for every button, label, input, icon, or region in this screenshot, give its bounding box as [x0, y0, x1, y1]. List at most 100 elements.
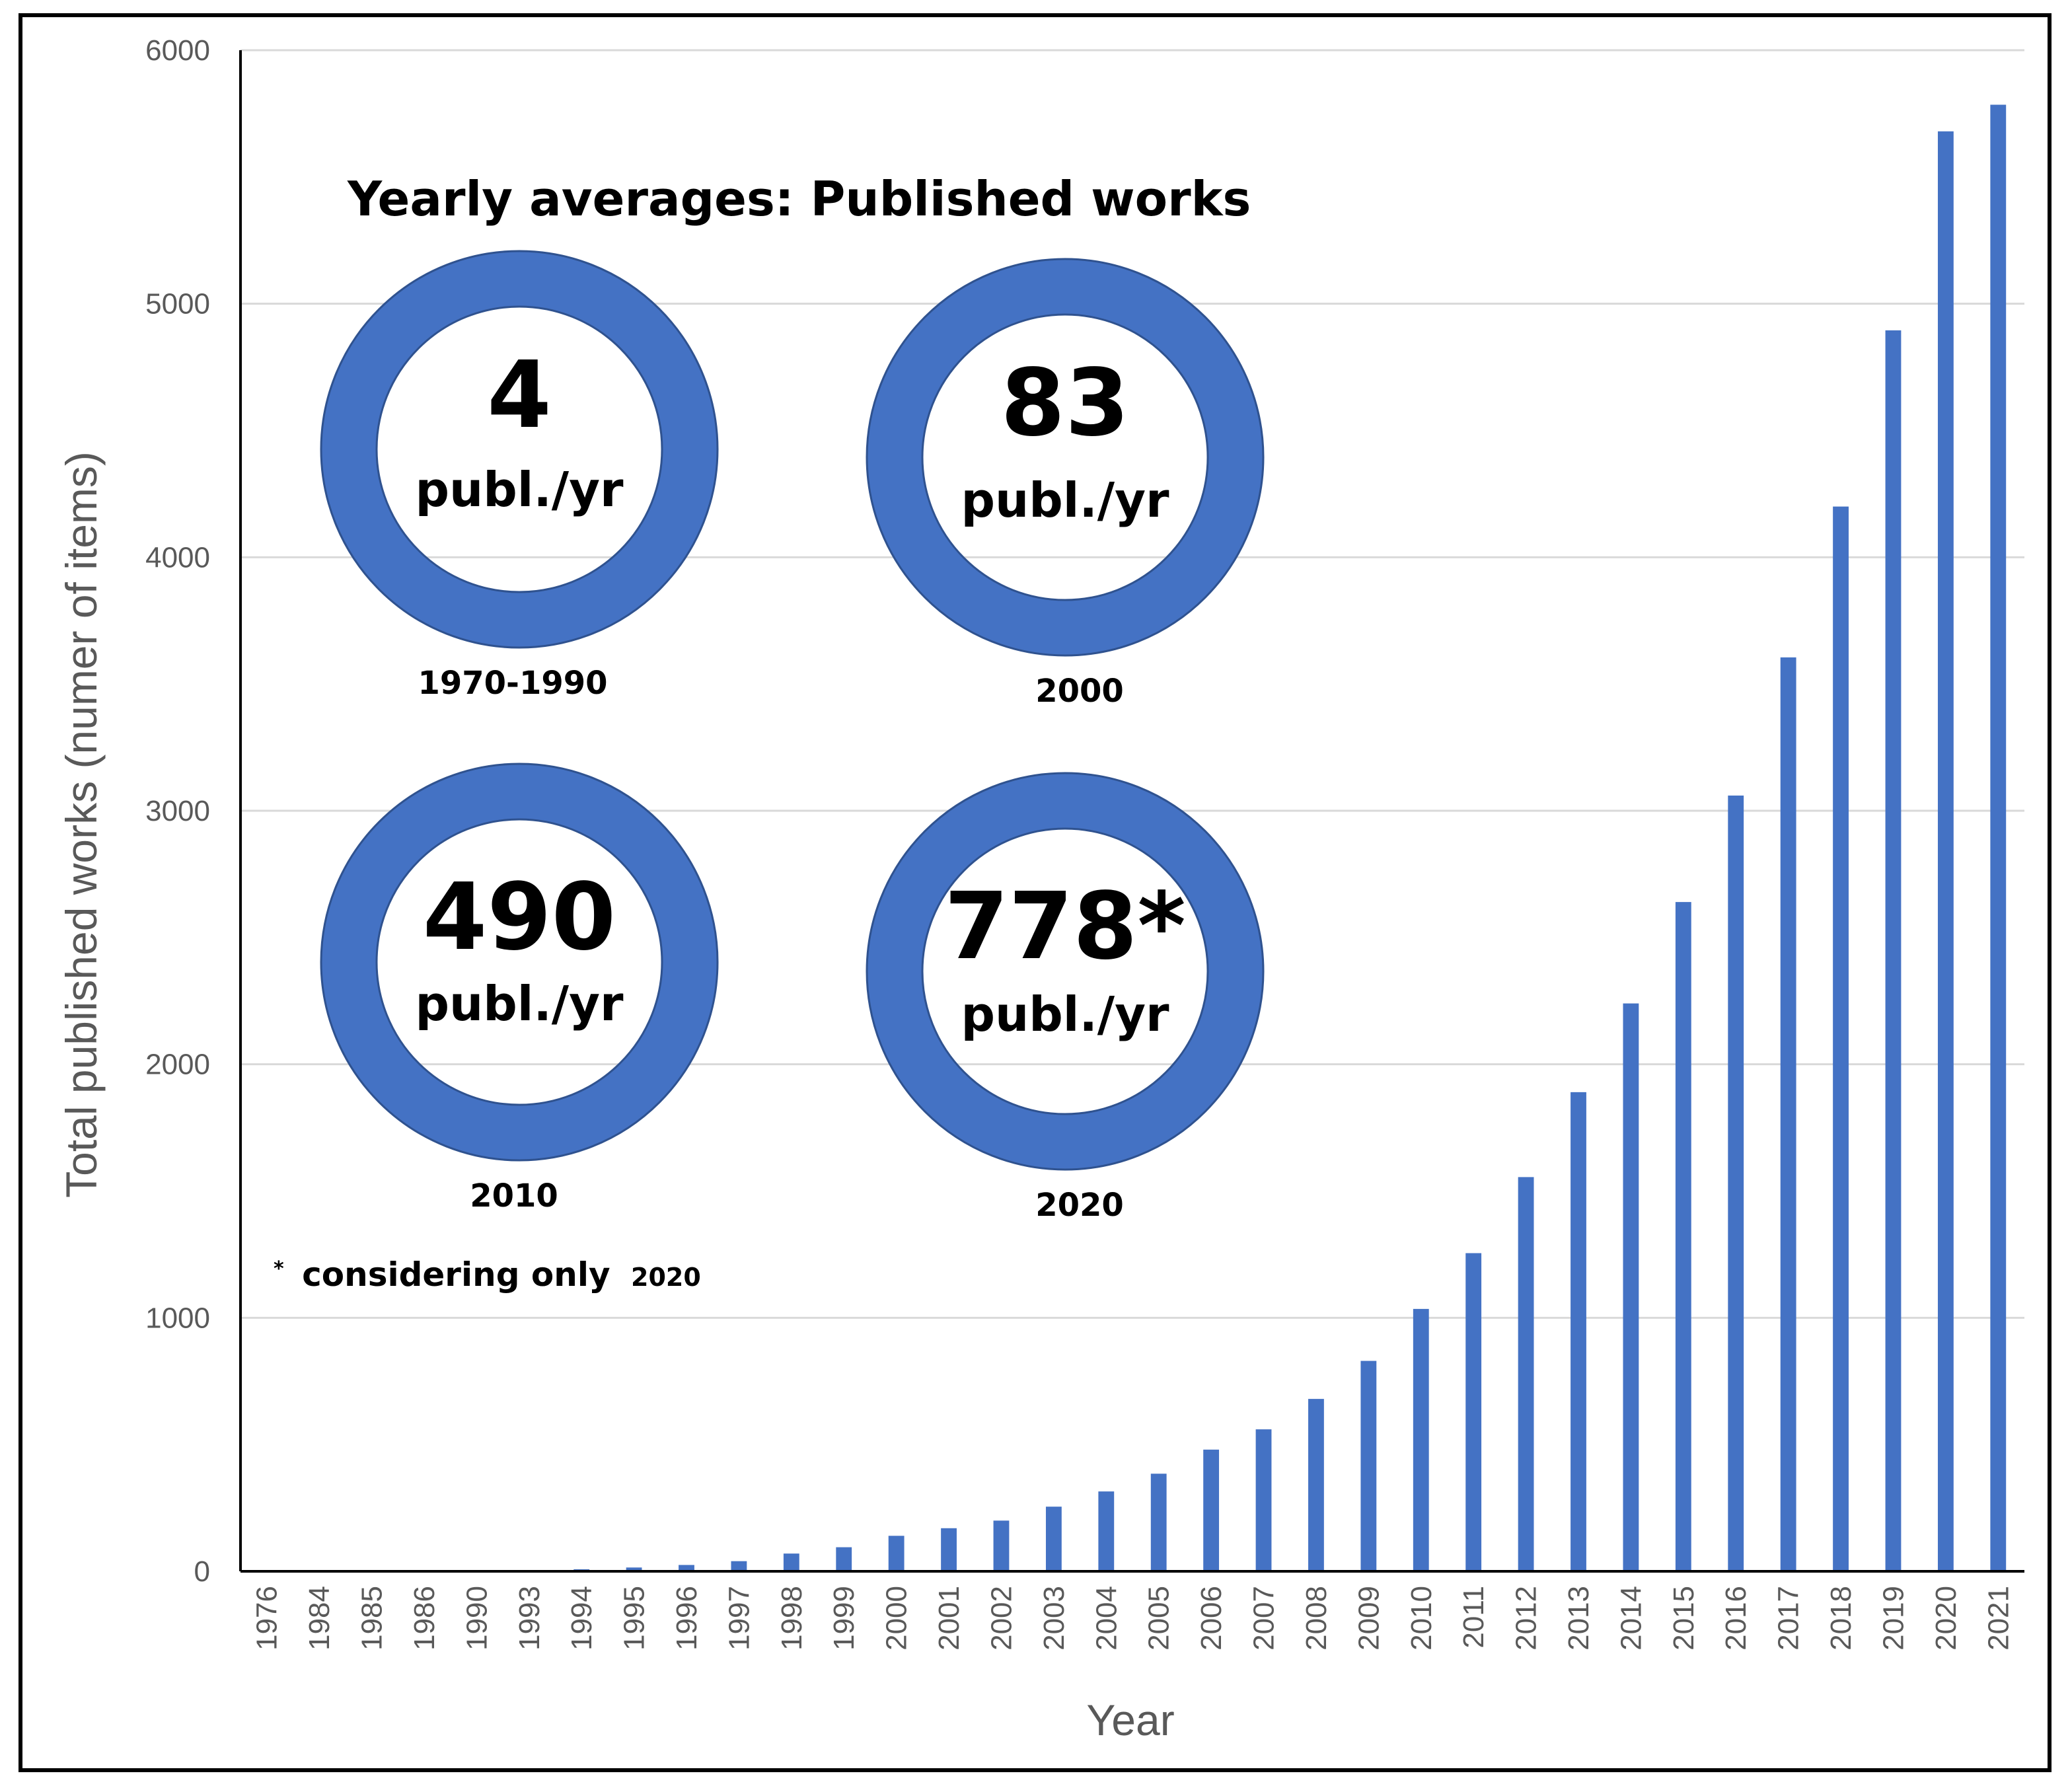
average-ring-2000: 83 publ./yr 2000 — [866, 258, 1265, 710]
bar-2010 — [1413, 1308, 1429, 1571]
ring-value-2000: 83 — [1001, 350, 1130, 457]
ring-2010 — [321, 764, 718, 1160]
x-tick-label: 2002 — [985, 1586, 1017, 1651]
bar-2015 — [1675, 902, 1691, 1571]
ring-period-2000: 2000 — [1035, 673, 1124, 710]
bar-2006 — [1203, 1449, 1220, 1571]
bar-2008 — [1308, 1399, 1324, 1571]
y-tick-label: 1000 — [145, 1302, 210, 1334]
x-tick-label: 2005 — [1143, 1586, 1175, 1651]
ring-outer-edge — [866, 772, 1265, 1171]
average-ring-1970-1990: 4 publ./yr 1970-1990 — [320, 250, 719, 702]
x-tick-label: 1993 — [513, 1586, 546, 1651]
bar-2004 — [1098, 1491, 1115, 1571]
y-tick-label: 3000 — [145, 795, 210, 827]
x-tick-label: 2004 — [1090, 1586, 1123, 1651]
bar-2019 — [1885, 330, 1902, 1571]
footnote-text: considering only — [302, 1255, 610, 1294]
x-tick-label: 1998 — [776, 1586, 808, 1651]
y-tick-label: 2000 — [145, 1049, 210, 1081]
x-tick-label: 2000 — [881, 1586, 913, 1651]
x-tick-label: 2010 — [1405, 1586, 1438, 1651]
ring-inner-edge — [375, 305, 663, 593]
ring-period-1970-1990: 1970-1990 — [418, 665, 607, 702]
bar-2001 — [941, 1528, 957, 1571]
average-ring-2020: 778* publ./yr 2020 — [866, 772, 1265, 1224]
x-tick-label: 2021 — [1982, 1586, 2015, 1651]
x-tick-label: 2019 — [1877, 1586, 1909, 1651]
x-tick-label: 2018 — [1825, 1586, 1857, 1651]
x-tick-label: 2007 — [1248, 1586, 1280, 1651]
ring-inner-edge — [921, 313, 1209, 601]
x-tick-label: 1985 — [356, 1586, 388, 1651]
bar-2005 — [1150, 1474, 1167, 1571]
x-tick-label: 1996 — [671, 1586, 703, 1651]
figure-frame: 0 1000 2000 3000 4000 5000 6000 1976 1984 1985 19… — [18, 13, 2052, 1772]
bar-2013 — [1571, 1092, 1586, 1571]
ring-outer-edge — [320, 250, 719, 649]
x-tick-label: 2013 — [1563, 1586, 1595, 1651]
average-ring-2010: 490 publ./yr 2010 — [320, 763, 719, 1214]
ring-2020 — [867, 773, 1263, 1170]
bar-2012 — [1518, 1177, 1534, 1571]
footnote-year: 2020 — [631, 1263, 701, 1292]
y-tick-label: 0 — [194, 1555, 210, 1588]
ring-value-2010: 490 — [423, 864, 616, 971]
x-tick-label: 2014 — [1615, 1586, 1647, 1651]
ring-unit-1970-1990: publ./yr — [415, 462, 624, 517]
x-tick-labels: 1976 1984 1985 1986 1990 1993 1994 1995 1996 1997… — [251, 1586, 2015, 1651]
ring-inner-edge — [375, 818, 663, 1106]
bar-2009 — [1360, 1361, 1377, 1571]
x-tick-label: 2011 — [1458, 1586, 1490, 1649]
ring-unit-2000: publ./yr — [961, 472, 1169, 528]
x-tick-label: 2015 — [1668, 1586, 1700, 1651]
ring-inner-edge — [921, 827, 1209, 1115]
y-tick-labels: 0 1000 2000 3000 4000 5000 6000 — [145, 34, 210, 1588]
ring-2000 — [867, 259, 1263, 655]
bar-2017 — [1780, 657, 1796, 1572]
x-tick-label: 1995 — [618, 1586, 651, 1651]
bar-2021 — [1990, 104, 2007, 1572]
bar-2003 — [1045, 1507, 1062, 1571]
bar-2007 — [1255, 1429, 1272, 1571]
ring-period-2020: 2020 — [1035, 1187, 1124, 1224]
x-tick-label: 1994 — [566, 1586, 598, 1651]
ring-unit-2010: publ./yr — [415, 976, 624, 1031]
y-tick-label: 4000 — [145, 541, 210, 574]
x-tick-label: 1990 — [461, 1586, 493, 1651]
x-tick-label: 1976 — [251, 1586, 283, 1651]
bar-1999 — [836, 1547, 852, 1571]
x-tick-label: 2001 — [933, 1586, 965, 1651]
bar-2011 — [1465, 1253, 1482, 1571]
bar-2018 — [1833, 506, 1849, 1571]
bar-2000 — [888, 1536, 905, 1571]
ring-1970-1990 — [321, 251, 718, 648]
bar-2014 — [1623, 1003, 1639, 1571]
x-tick-label: 2003 — [1038, 1586, 1070, 1651]
ring-unit-2020: publ./yr — [961, 987, 1169, 1042]
x-tick-label: 2012 — [1510, 1586, 1543, 1651]
bar-2002 — [993, 1520, 1010, 1571]
x-tick-label: 1986 — [408, 1586, 441, 1651]
bars — [258, 104, 2007, 1572]
y-axis-title: Total published works (numer of items) — [57, 451, 106, 1198]
x-tick-label: 1999 — [828, 1586, 860, 1651]
bar-1997 — [731, 1561, 747, 1571]
x-tick-label: 1984 — [303, 1586, 336, 1651]
footnote-mark: * — [274, 1257, 284, 1281]
x-tick-label: 2008 — [1300, 1586, 1333, 1651]
footnote: * considering only 2020 — [274, 1245, 701, 1294]
bar-2020 — [1937, 131, 1954, 1571]
ring-value-1970-1990: 4 — [487, 342, 551, 449]
x-tick-label: 2009 — [1352, 1586, 1385, 1651]
y-tick-label: 5000 — [145, 288, 210, 320]
inset-title: Yearly averages: Published works — [347, 171, 1251, 227]
x-tick-label: 2020 — [1930, 1586, 1962, 1651]
ring-value-2020: 778* — [944, 873, 1185, 981]
bar-1998 — [783, 1553, 799, 1571]
bar-1995 — [626, 1567, 642, 1571]
ring-outer-edge — [320, 763, 719, 1162]
x-tick-label: 1997 — [723, 1586, 755, 1651]
y-tick-label: 6000 — [145, 34, 210, 67]
